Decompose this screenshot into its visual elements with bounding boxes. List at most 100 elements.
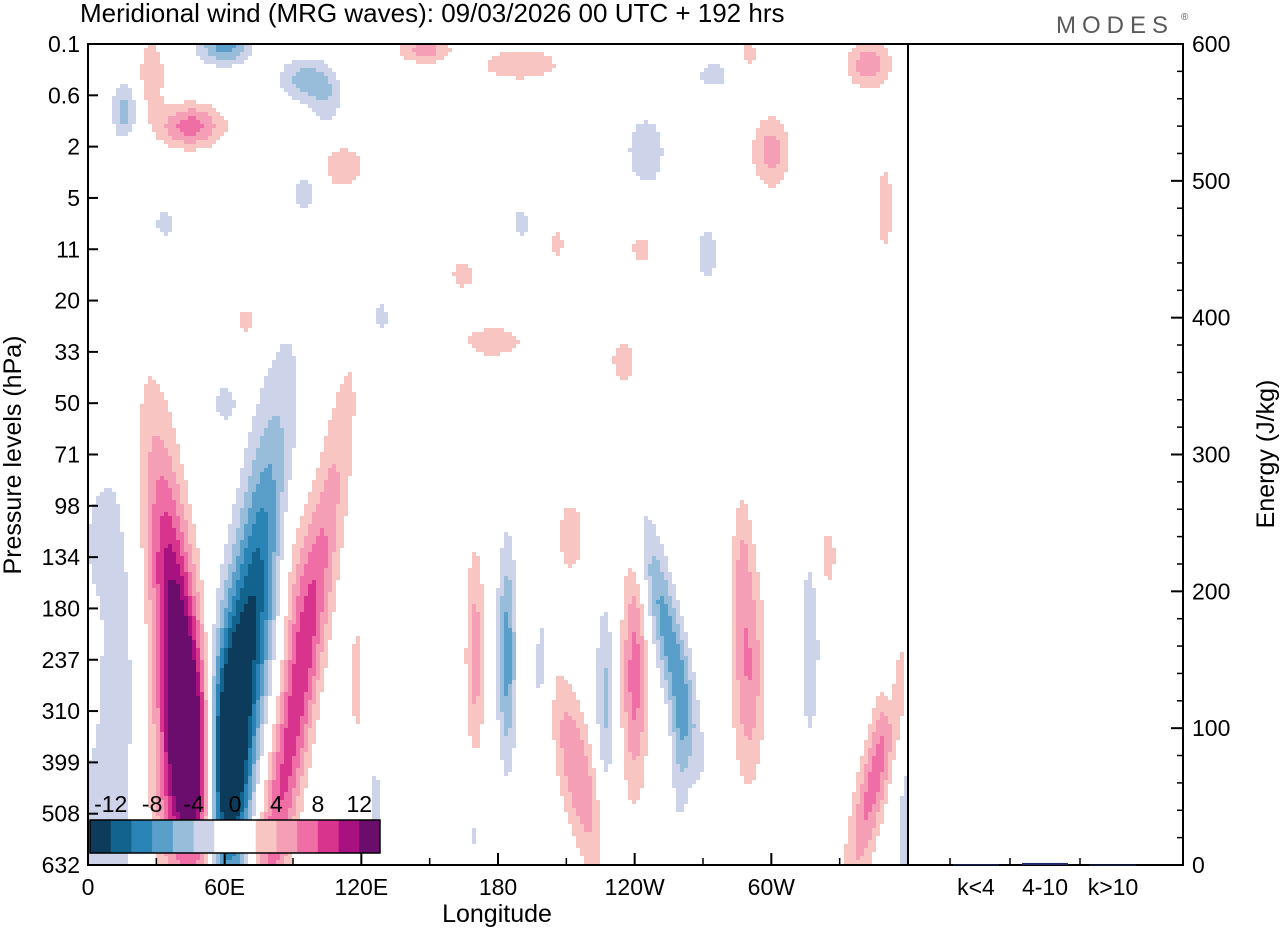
heatmap-cell [496, 628, 500, 632]
heatmap-cell [168, 624, 188, 628]
heatmap-cell [896, 676, 904, 680]
heatmap-cell [296, 752, 300, 756]
heatmap-cell [148, 580, 152, 584]
heatmap-cell [148, 800, 156, 804]
heatmap-cell [276, 728, 280, 732]
heatmap-cell [240, 800, 244, 804]
heatmap-cell [88, 536, 124, 540]
heatmap-cell [140, 536, 148, 540]
heatmap-cell [880, 236, 888, 240]
heatmap-cell [500, 636, 504, 640]
heatmap-cell [100, 656, 128, 660]
heatmap-cell [140, 520, 148, 524]
heatmap-cell [152, 504, 176, 508]
heatmap-cell [244, 560, 252, 564]
heatmap-cell [284, 720, 288, 724]
heatmap-cell [308, 748, 312, 752]
heatmap-cell [168, 740, 200, 744]
heatmap-cell [160, 708, 164, 712]
heatmap-cell [200, 788, 204, 792]
heatmap-cell [156, 592, 160, 596]
heatmap-cell [268, 612, 272, 616]
heatmap-cell [164, 756, 168, 760]
heatmap-cell [752, 676, 760, 680]
heatmap-cell [256, 768, 260, 772]
heatmap-cell [512, 588, 516, 592]
heatmap-cell [564, 516, 580, 520]
heatmap-cell [628, 676, 640, 680]
heatmap-cell [264, 688, 268, 692]
heatmap-cell [288, 580, 296, 584]
heatmap-cell [804, 660, 816, 664]
heatmap-cell [620, 644, 624, 648]
heatmap-cell [196, 688, 200, 692]
heatmap-cell [732, 608, 736, 612]
heatmap-cell [164, 712, 168, 716]
heatmap-cell [780, 152, 788, 156]
heatmap-cell [320, 660, 328, 664]
heatmap-cell [508, 616, 512, 620]
heatmap-cell [284, 488, 288, 492]
heatmap-cell [112, 96, 132, 100]
heatmap-cell [248, 508, 260, 512]
heatmap-cell [804, 692, 816, 696]
heatmap-cell [660, 672, 664, 676]
heatmap-cell [216, 124, 228, 128]
heatmap-cell [200, 648, 204, 652]
heatmap-cell [212, 684, 216, 688]
heatmap-cell [168, 480, 176, 484]
heatmap-cell [632, 692, 640, 696]
heatmap-cell [224, 628, 228, 632]
heatmap-cell [88, 556, 124, 560]
heatmap-cell [260, 852, 268, 856]
heatmap-cell [216, 396, 232, 400]
heatmap-cell [500, 688, 504, 692]
heatmap-cell [900, 804, 908, 808]
heatmap-cell [216, 704, 220, 708]
heatmap-cell [216, 672, 220, 676]
heatmap-cell [320, 620, 328, 624]
heatmap-cell [288, 608, 292, 612]
heatmap-cell [236, 500, 244, 504]
heatmap-cell [252, 420, 268, 424]
heatmap-cell [900, 856, 908, 860]
heatmap-cell [252, 492, 276, 496]
heatmap-cell [312, 640, 320, 644]
heatmap-cell [100, 676, 132, 680]
heatmap-cell [192, 640, 196, 644]
heatmap-cell [256, 608, 264, 612]
heatmap-cell [280, 856, 284, 860]
heatmap-cell [640, 696, 644, 700]
heatmap-cell [212, 732, 216, 736]
heatmap-cell [148, 100, 164, 104]
heatmap-cell [140, 540, 148, 544]
heatmap-cell [500, 740, 516, 744]
heatmap-cell [732, 564, 736, 568]
heatmap-cell [168, 680, 196, 684]
heatmap-cell [148, 700, 152, 704]
heatmap-cell [516, 224, 528, 228]
heatmap-cell [120, 112, 128, 116]
heatmap-cell [336, 516, 344, 520]
heatmap-cell [624, 764, 644, 768]
heatmap-cell [220, 784, 244, 788]
heatmap-cell [176, 532, 184, 536]
heatmap-cell [284, 648, 288, 652]
heatmap-cell [372, 804, 380, 808]
x-tick-label: 120E [334, 874, 388, 900]
heatmap-cell [156, 636, 160, 640]
heatmap-cell [184, 548, 192, 552]
heatmap-cell [168, 700, 200, 704]
heatmap-cell [316, 664, 320, 668]
heatmap-cell [304, 696, 312, 700]
heatmap-cell [596, 712, 604, 716]
heatmap-cell [172, 764, 200, 768]
heatmap-cell [140, 432, 176, 436]
heatmap-cell [168, 656, 192, 660]
heatmap-cell [236, 564, 240, 568]
heatmap-cell [744, 776, 756, 780]
heatmap-cell [736, 676, 748, 680]
heatmap-cell [764, 136, 776, 140]
heatmap-cell [852, 804, 856, 808]
heatmap-cell [160, 732, 164, 736]
